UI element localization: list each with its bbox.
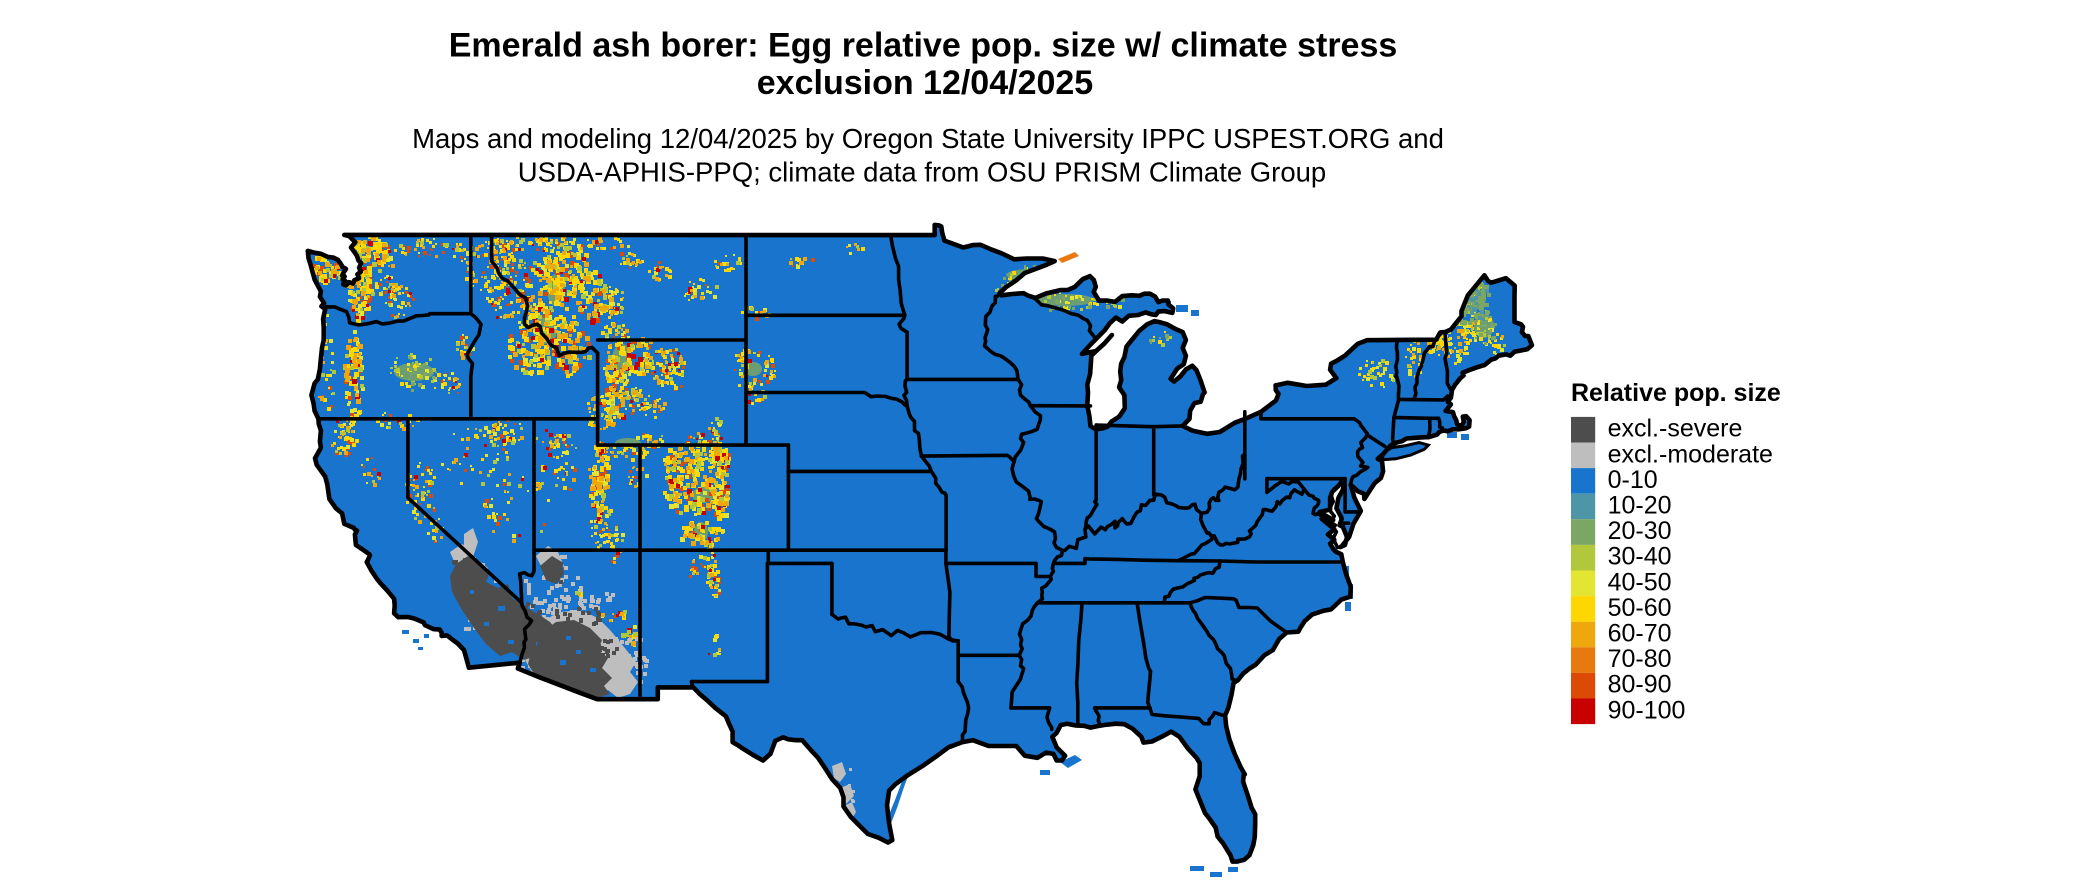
svg-text:excl.-moderate: excl.-moderate	[1608, 440, 1773, 468]
svg-text:Relative pop. size: Relative pop. size	[1571, 379, 1781, 407]
svg-text:30-40: 30-40	[1608, 543, 1672, 571]
svg-text:0-10: 0-10	[1608, 466, 1658, 494]
svg-text:80-90: 80-90	[1608, 671, 1672, 699]
svg-text:10-20: 10-20	[1608, 492, 1672, 520]
svg-text:20-30: 20-30	[1608, 517, 1672, 545]
svg-text:60-70: 60-70	[1608, 620, 1672, 648]
svg-text:exclusion 12/04/2025: exclusion 12/04/2025	[757, 64, 1093, 102]
svg-text:90-100: 90-100	[1608, 696, 1686, 724]
svg-text:Emerald ash borer: Egg relativ: Emerald ash borer: Egg relative pop. siz…	[449, 27, 1398, 65]
svg-text:50-60: 50-60	[1608, 594, 1672, 622]
svg-text:Maps and modeling 12/04/2025 b: Maps and modeling 12/04/2025 by Oregon S…	[412, 123, 1444, 154]
svg-text:excl.-severe: excl.-severe	[1608, 415, 1743, 443]
svg-text:USDA-APHIS-PPQ; climate data f: USDA-APHIS-PPQ; climate data from OSU PR…	[518, 157, 1326, 188]
svg-text:70-80: 70-80	[1608, 645, 1672, 673]
svg-text:40-50: 40-50	[1608, 568, 1672, 596]
